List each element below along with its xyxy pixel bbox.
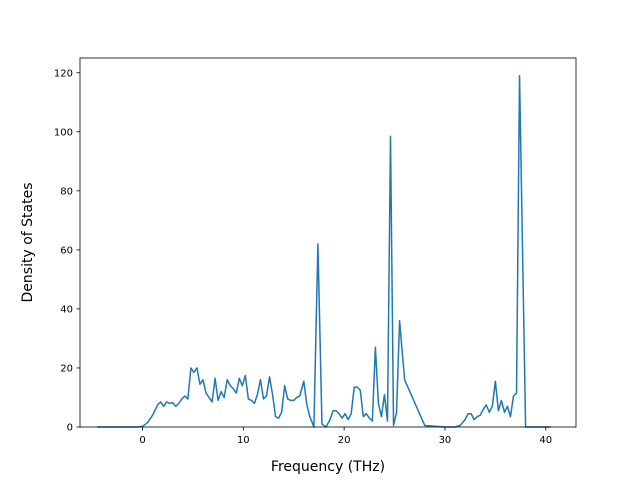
- x-tick-label: 40: [539, 435, 552, 446]
- y-tick-label: 80: [60, 186, 73, 197]
- plot-area: [97, 74, 551, 428]
- axes-frame: [79, 57, 577, 428]
- x-tick-label: 30: [439, 435, 452, 446]
- y-axis-label: Density of States: [20, 183, 36, 303]
- y-tick-label: 0: [67, 423, 73, 434]
- y-tick-label: 100: [54, 127, 73, 138]
- x-tick-label: 10: [237, 435, 250, 446]
- x-tick-label: 20: [338, 435, 351, 446]
- x-tick-label: 0: [139, 435, 145, 446]
- y-tick-label: 60: [60, 245, 73, 256]
- y-tick-label: 40: [60, 304, 73, 315]
- axis-ticks: 0 10 20 30 40 0 20 40 60 80 100 120: [54, 68, 552, 446]
- dos-series-line: [97, 74, 551, 428]
- x-axis-label: Frequency (THz): [271, 459, 385, 475]
- y-tick-label: 20: [60, 363, 73, 374]
- y-tick-label: 120: [54, 68, 73, 79]
